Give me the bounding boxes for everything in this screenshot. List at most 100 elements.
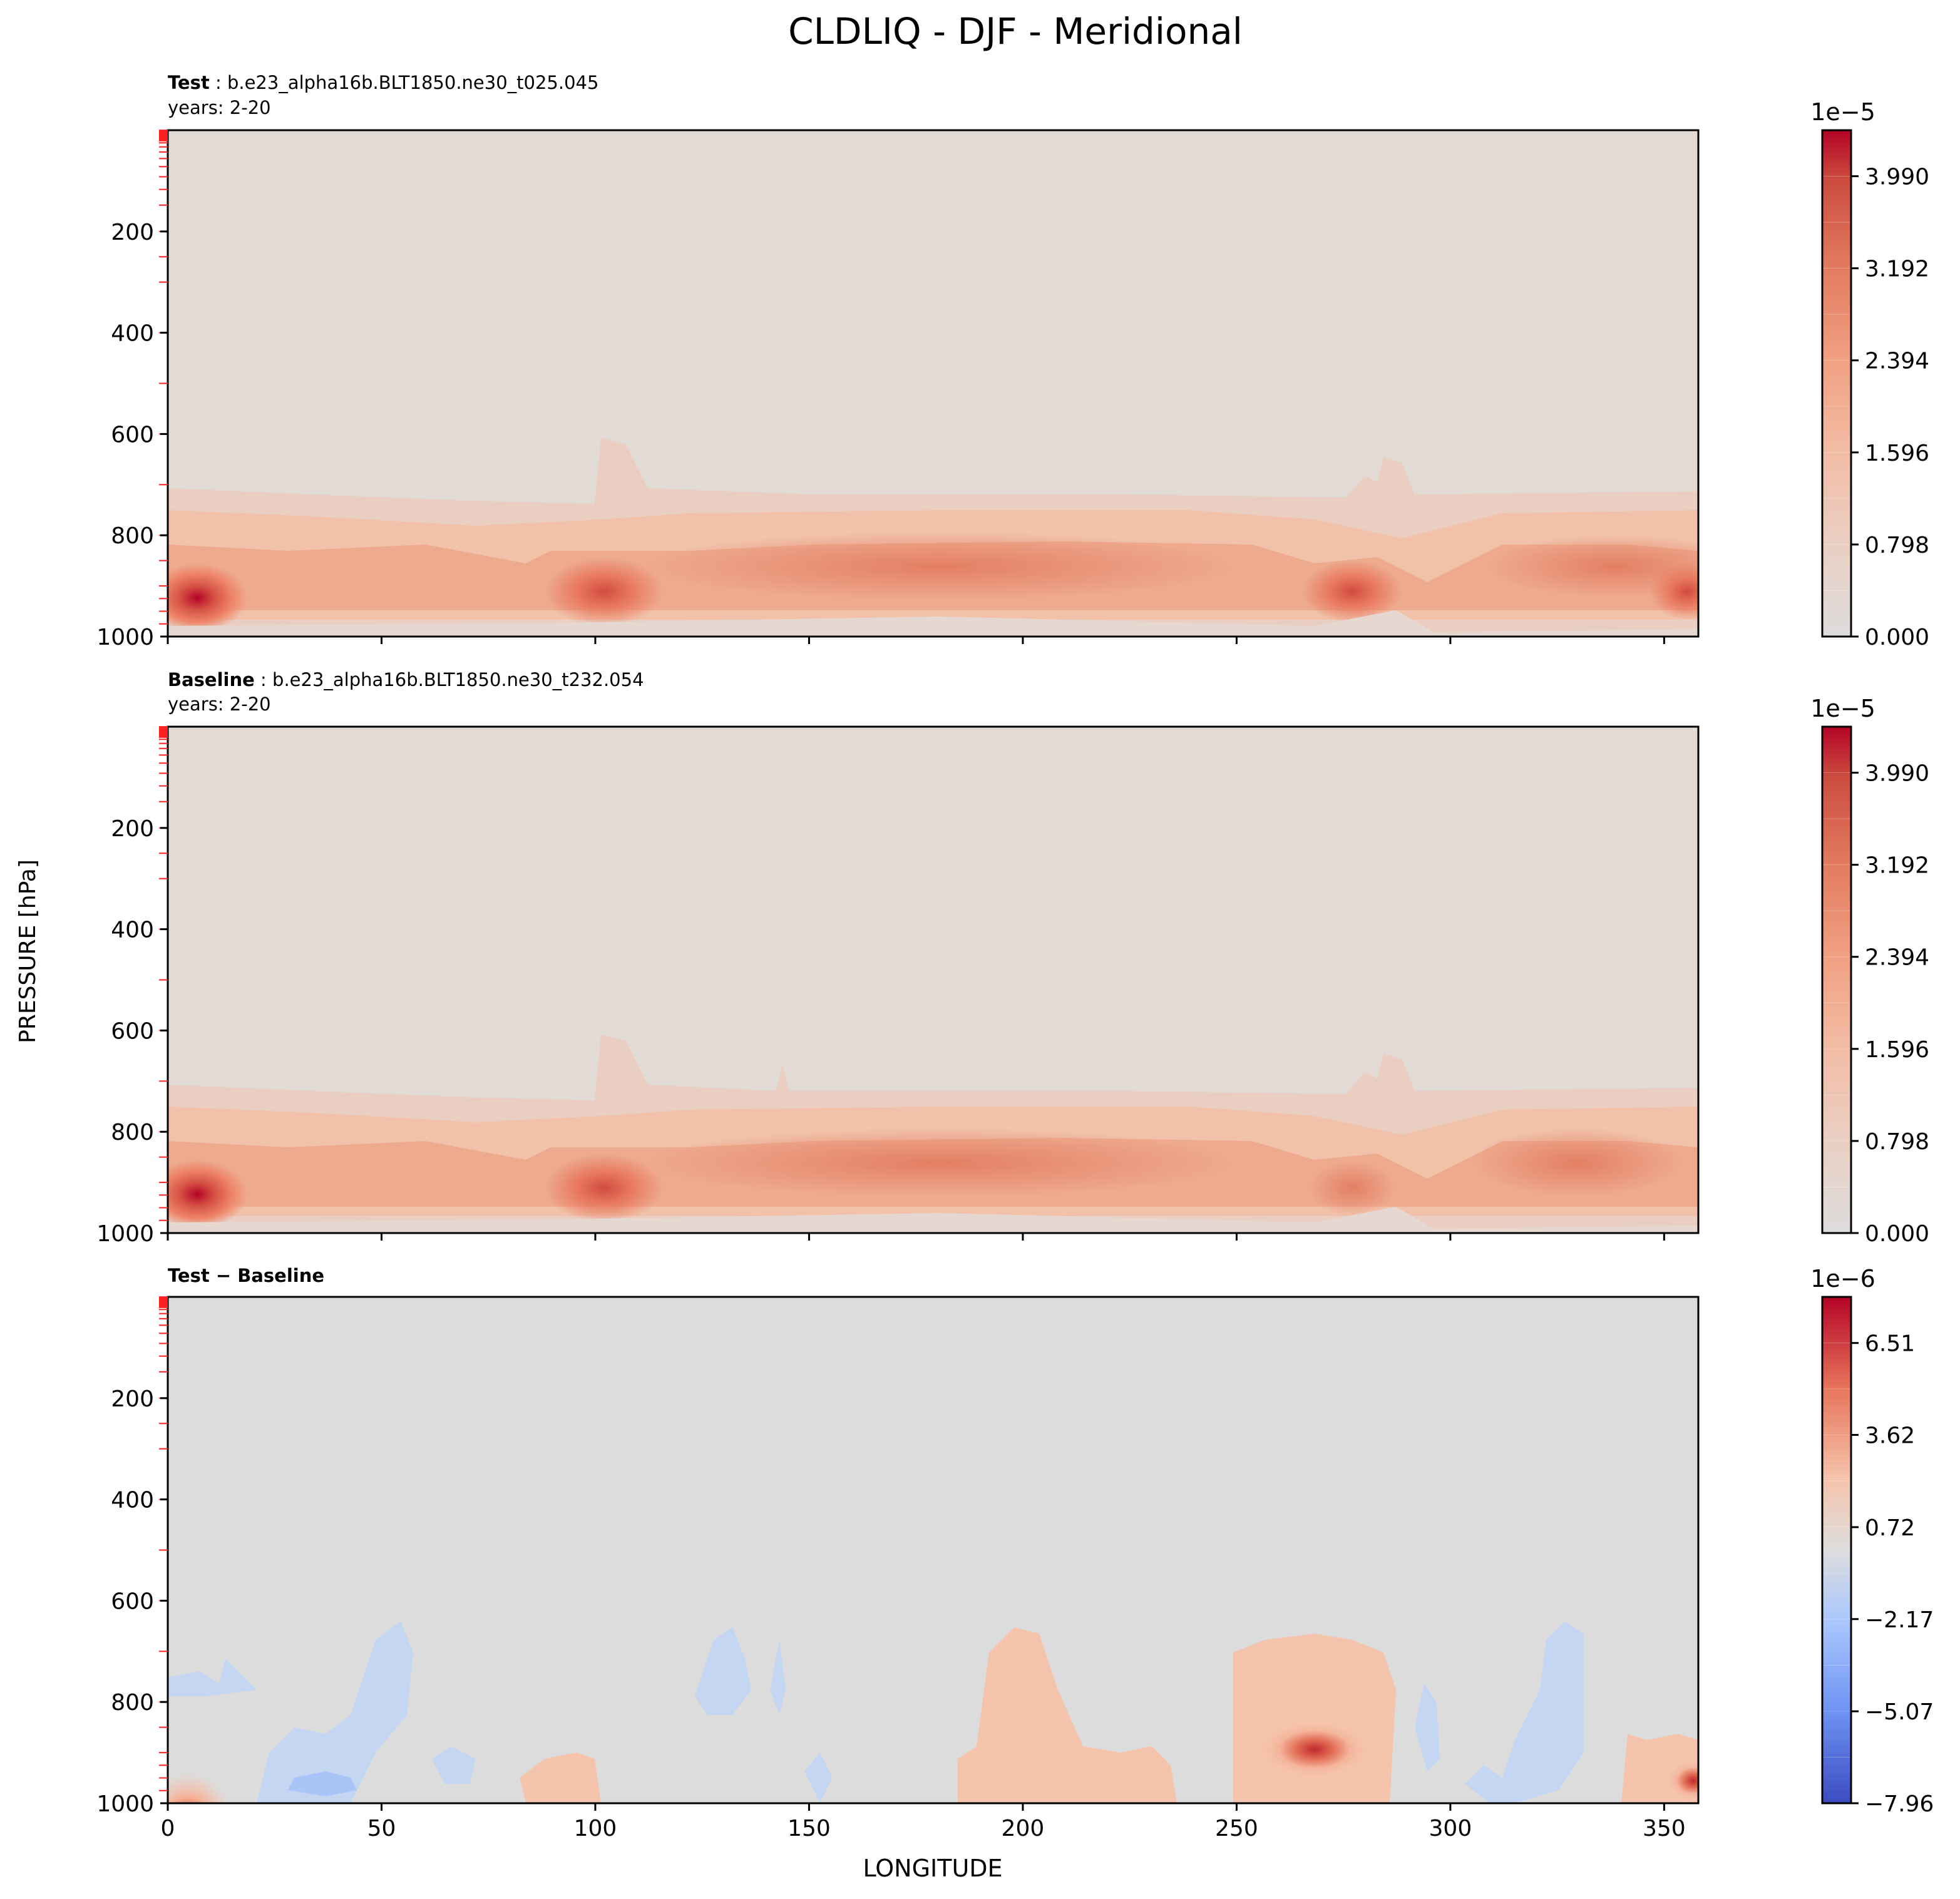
panel-test-level-ticks — [159, 130, 168, 625]
panel-baseline-colorbar-tick-label: 3.990 — [1865, 761, 1929, 787]
panel-test-ytick-label: 600 — [111, 422, 154, 448]
panel-difference-colorbar-tick-label: 0.72 — [1865, 1515, 1915, 1541]
xtick-label: 200 — [1002, 1816, 1045, 1841]
panel-test-heading: Test : b.e23_alpha16b.BLT1850.ne30_t025.… — [168, 72, 598, 93]
panel-difference-neg-310-335e — [1465, 1621, 1584, 1803]
y-axis-label: PRESSURE [hPa] — [15, 859, 41, 1043]
panel-difference-neg-0-20e — [168, 1659, 257, 1696]
panel-difference-colorbar-frame — [1821, 1296, 1852, 1804]
panel-test-colorbar-frame — [1821, 129, 1852, 638]
panel-difference-level-ticks — [159, 1296, 168, 1791]
panel-test-max-275e — [1302, 560, 1402, 623]
panel-baseline-colorbar-exponent: 1e−5 — [1810, 695, 1875, 722]
panel-test-ytick-label: 400 — [111, 321, 154, 347]
panel-baseline-separator: : — [255, 669, 272, 690]
panel-difference-neg-20-60e — [257, 1621, 413, 1803]
panel-baseline-ytick-label: 400 — [111, 918, 154, 943]
panel-test-colorbar-tick-label: 3.192 — [1865, 257, 1929, 282]
panel-difference-neg-130e — [695, 1627, 751, 1715]
panel-baseline-max-7e — [168, 1160, 247, 1229]
panel-difference-yaxis: 200 400 600 800 1000 — [96, 1386, 168, 1817]
panel-test-colorbar: 0.000 0.798 1.596 2.394 3.192 3.990 1e−5 — [1810, 98, 1929, 650]
panel-test-max-355e — [1650, 563, 1698, 620]
panel-test: Test : b.e23_alpha16b.BLT1850.ne30_t025.… — [96, 72, 1929, 650]
panel-test-colorbar-tick-label: 2.394 — [1865, 349, 1929, 374]
panel-baseline-colorbar-gradient — [1822, 727, 1851, 1233]
panel-baseline: Baseline : b.e23_alpha16b.BLT1850.ne30_t… — [96, 669, 1929, 1247]
panel-baseline-band-120-230 — [639, 1129, 1239, 1197]
panel-baseline-ytick-label: 200 — [111, 816, 154, 842]
figure-title: CLDLIQ - DJF - Meridional — [788, 10, 1243, 53]
panel-difference-colorbar-tick-label: −2.17 — [1865, 1607, 1934, 1633]
panel-baseline-field — [168, 727, 1698, 1233]
panel-difference-xticks: 0 50 100 150 200 250 300 350 — [161, 1803, 1686, 1841]
panel-baseline-band-260-330 — [1471, 1129, 1684, 1197]
panel-test-case-label: Test — [168, 72, 210, 93]
panel-difference-background — [168, 1297, 1698, 1803]
panel-difference-field — [168, 1297, 1698, 1803]
panel-difference-neg-65e — [432, 1746, 476, 1784]
panel-test-yaxis: 200 400 600 800 1000 — [96, 220, 168, 650]
panel-difference-colorbar-tick-label: 6.51 — [1865, 1331, 1915, 1357]
panel-baseline-xticks — [167, 1233, 1665, 1241]
panel-difference-ytick-label: 1000 — [96, 1791, 154, 1817]
xtick-label: 150 — [788, 1816, 831, 1841]
panel-baseline-case-name: b.e23_alpha16b.BLT1850.ne30_t232.054 — [272, 669, 644, 690]
panel-difference-colorbar-tick-label: −7.96 — [1865, 1791, 1934, 1817]
panel-test-ytick-label: 800 — [111, 523, 154, 549]
panel-baseline-colorbar-tick-label: 0.798 — [1865, 1129, 1929, 1155]
panel-difference-pos-185-235e — [958, 1627, 1177, 1803]
panel-test-colorbar-tick-label: 0.798 — [1865, 533, 1929, 558]
panel-difference-colorbar-exponent: 1e−6 — [1810, 1265, 1875, 1292]
panel-difference-pos-5e — [168, 1773, 230, 1803]
panel-baseline-colorbar-tick-label: 2.394 — [1865, 945, 1929, 971]
panel-test-colorbar-gradient — [1822, 130, 1851, 637]
xtick-label: 250 — [1215, 1816, 1258, 1841]
panel-difference-neg-143e — [770, 1640, 786, 1715]
panel-test-ytick-label: 1000 — [96, 625, 154, 650]
panel-baseline-ytick-label: 1000 — [96, 1221, 154, 1247]
panel-test-xticks — [167, 637, 1665, 644]
panel-difference-ytick-label: 200 — [111, 1386, 154, 1412]
xtick-label: 300 — [1429, 1816, 1472, 1841]
panel-difference-colorbar-gradient — [1822, 1297, 1851, 1803]
panel-difference-neg-300e — [1415, 1684, 1440, 1771]
panel-baseline-max-105e — [545, 1154, 664, 1222]
panel-test-colorbar-tick-label: 3.990 — [1865, 165, 1929, 190]
panel-baseline-colorbar: 0.000 0.798 1.596 2.394 3.192 3.990 1e−5 — [1810, 695, 1929, 1247]
panel-test-colorbar-tick-label: 0.000 — [1865, 625, 1929, 650]
panel-baseline-surface-clear — [168, 1207, 1698, 1233]
panel-difference-pos-95-105e — [520, 1753, 601, 1803]
panel-baseline-case-label: Baseline — [168, 669, 255, 690]
panel-baseline-colorbar-frame — [1821, 725, 1852, 1234]
panel-test-max-7e — [168, 563, 247, 632]
panel-difference-neg-core-35e — [288, 1771, 357, 1796]
panel-test-colorbar-tick-label: 1.596 — [1865, 441, 1929, 466]
panel-difference-colorbar-tick-label: −5.07 — [1865, 1699, 1934, 1725]
panel-baseline-ytick-label: 800 — [111, 1120, 154, 1145]
panel-difference-colorbar: −7.96 −5.07 −2.17 0.72 3.62 6.51 1e−6 — [1810, 1265, 1934, 1817]
xtick-label: 0 — [161, 1816, 175, 1841]
xtick-label: 50 — [367, 1816, 396, 1841]
xtick-label: 100 — [574, 1816, 617, 1841]
panel-baseline-max-275e — [1308, 1160, 1396, 1216]
panel-baseline-years: years: 2-20 — [168, 694, 271, 715]
panel-difference-ytick-label: 400 — [111, 1488, 154, 1513]
panel-test-years: years: 2-20 — [168, 97, 271, 118]
panel-baseline-colorbar-tick-label: 3.192 — [1865, 853, 1929, 879]
panel-test-field — [168, 130, 1698, 637]
panel-baseline-ytick-label: 600 — [111, 1018, 154, 1044]
panel-test-band-120-230 — [639, 532, 1239, 601]
panel-test-case-name: b.e23_alpha16b.BLT1850.ne30_t025.045 — [227, 72, 599, 93]
panel-difference-heading: Test − Baseline — [168, 1265, 324, 1286]
panel-difference-colorbar-tick-label: 3.62 — [1865, 1423, 1915, 1449]
panel-difference-ytick-label: 600 — [111, 1589, 154, 1614]
panel-difference-pos-max-358e — [1665, 1759, 1698, 1803]
xtick-label: 350 — [1643, 1816, 1686, 1841]
x-axis-label: LONGITUDE — [863, 1855, 1002, 1882]
panel-test-ytick-label: 200 — [111, 220, 154, 245]
panel-test-band-260-330 — [1484, 535, 1698, 598]
panel-test-colorbar-exponent: 1e−5 — [1810, 98, 1875, 126]
